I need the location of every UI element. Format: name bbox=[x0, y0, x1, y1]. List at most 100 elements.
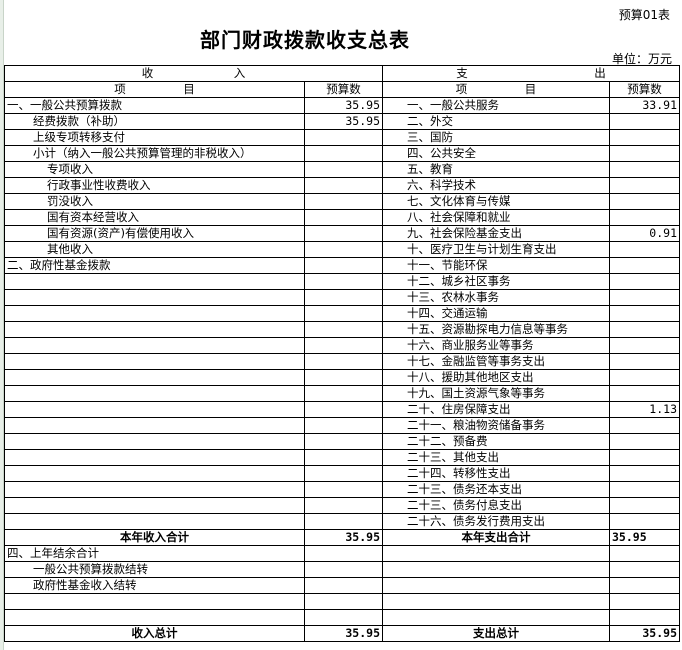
income-budget-cell[interactable] bbox=[304, 193, 383, 210]
income-budget-cell[interactable] bbox=[304, 241, 383, 258]
income-total-label[interactable]: 本年收入合计 bbox=[4, 529, 305, 546]
expense-item-cell[interactable]: 二十、住房保障支出 bbox=[382, 401, 610, 418]
expense-budget-cell[interactable] bbox=[609, 161, 680, 178]
income-item-cell[interactable]: 罚没收入 bbox=[4, 193, 305, 210]
expense-budget-cell[interactable]: 1.13 bbox=[609, 401, 680, 418]
expense-budget-cell[interactable] bbox=[609, 241, 680, 258]
income-item-cell[interactable] bbox=[4, 449, 305, 466]
income-item-cell[interactable]: 国有资源(资产)有偿使用收入 bbox=[4, 225, 305, 242]
income-item-cell[interactable]: 经费拨款（补助） bbox=[4, 113, 305, 130]
income-budget-cell[interactable] bbox=[304, 305, 383, 322]
income-budget-cell[interactable]: 35.95 bbox=[304, 97, 383, 114]
expense-item-cell[interactable]: 十一、节能环保 bbox=[382, 257, 610, 274]
expense-item-cell[interactable]: 十五、资源勘探电力信息等事务 bbox=[382, 321, 610, 338]
expense-budget-cell[interactable] bbox=[609, 481, 680, 498]
expense-item-cell[interactable]: 九、社会保险基金支出 bbox=[382, 225, 610, 242]
income-item-cell[interactable] bbox=[4, 417, 305, 434]
income-item-cell[interactable] bbox=[4, 481, 305, 498]
income-budget-cell[interactable] bbox=[304, 209, 383, 226]
expense-budget-cell[interactable] bbox=[609, 513, 680, 530]
income-budget-cell[interactable] bbox=[304, 433, 383, 450]
expense-budget-cell[interactable]: 0.91 bbox=[609, 225, 680, 242]
expense-total-value[interactable]: 35.95 bbox=[609, 529, 680, 546]
income-item-cell[interactable]: 二、政府性基金拨款 bbox=[4, 257, 305, 274]
expense-item-cell[interactable]: 二十三、债务付息支出 bbox=[382, 497, 610, 514]
expense-total-label[interactable]: 支出总计 bbox=[382, 625, 610, 642]
expense-budget-cell[interactable] bbox=[609, 177, 680, 194]
expense-budget-cell[interactable] bbox=[609, 449, 680, 466]
income-budget-cell[interactable] bbox=[304, 449, 383, 466]
income-item-cell[interactable] bbox=[4, 465, 305, 482]
income-budget-cell[interactable] bbox=[304, 497, 383, 514]
income-item-cell[interactable]: 国有资本经营收入 bbox=[4, 209, 305, 226]
expense-budget-cell[interactable]: 33.91 bbox=[609, 97, 680, 114]
income-item-cell[interactable] bbox=[4, 273, 305, 290]
expense-budget-cell[interactable] bbox=[609, 353, 680, 370]
income-item-cell[interactable]: 其他收入 bbox=[4, 241, 305, 258]
expense-budget-cell[interactable] bbox=[609, 273, 680, 290]
income-budget-cell[interactable] bbox=[304, 145, 383, 162]
expense-budget-cell[interactable] bbox=[609, 257, 680, 274]
expense-budget-cell[interactable] bbox=[609, 497, 680, 514]
expense-budget-cell[interactable] bbox=[609, 385, 680, 402]
income-budget-cell[interactable] bbox=[304, 385, 383, 402]
income-budget-cell[interactable] bbox=[304, 465, 383, 482]
expense-item-cell[interactable]: 十、医疗卫生与计划生育支出 bbox=[382, 241, 610, 258]
expense-item-cell[interactable]: 十四、交通运输 bbox=[382, 305, 610, 322]
income-budget-cell[interactable] bbox=[304, 593, 383, 610]
expense-item-cell[interactable]: 十八、援助其他地区支出 bbox=[382, 369, 610, 386]
expense-budget-cell[interactable] bbox=[609, 305, 680, 322]
income-item-cell[interactable] bbox=[4, 289, 305, 306]
income-budget-cell[interactable] bbox=[304, 561, 383, 578]
expense-budget-cell[interactable] bbox=[609, 145, 680, 162]
income-item-cell[interactable]: 专项收入 bbox=[4, 161, 305, 178]
expense-item-cell[interactable]: 十七、金融监管等事务支出 bbox=[382, 353, 610, 370]
expense-item-cell[interactable]: 二十一、粮油物资储备事务 bbox=[382, 417, 610, 434]
income-item-cell[interactable] bbox=[4, 593, 305, 610]
expense-item-cell[interactable] bbox=[382, 593, 610, 610]
income-budget-cell[interactable] bbox=[304, 257, 383, 274]
income-item-cell[interactable] bbox=[4, 385, 305, 402]
income-item-cell[interactable] bbox=[4, 321, 305, 338]
expense-budget-cell[interactable] bbox=[609, 193, 680, 210]
expense-budget-cell[interactable] bbox=[609, 465, 680, 482]
expense-budget-cell[interactable] bbox=[609, 433, 680, 450]
expense-budget-cell[interactable] bbox=[609, 321, 680, 338]
income-item-cell[interactable]: 上级专项转移支付 bbox=[4, 129, 305, 146]
income-budget-cell[interactable] bbox=[304, 513, 383, 530]
income-budget-cell[interactable] bbox=[304, 289, 383, 306]
expense-item-cell[interactable]: 七、文化体育与传媒 bbox=[382, 193, 610, 210]
income-total-value[interactable]: 35.95 bbox=[304, 529, 383, 546]
expense-item-cell[interactable]: 五、教育 bbox=[382, 161, 610, 178]
expense-item-cell[interactable]: 二十六、债务发行费用支出 bbox=[382, 513, 610, 530]
income-budget-cell[interactable] bbox=[304, 369, 383, 386]
income-total-value[interactable]: 35.95 bbox=[304, 625, 383, 642]
income-item-cell[interactable] bbox=[4, 609, 305, 626]
income-item-cell[interactable] bbox=[4, 401, 305, 418]
expense-item-cell[interactable]: 十二、城乡社区事务 bbox=[382, 273, 610, 290]
income-item-cell[interactable] bbox=[4, 433, 305, 450]
expense-budget-cell[interactable] bbox=[609, 609, 680, 626]
expense-budget-cell[interactable] bbox=[609, 577, 680, 594]
income-budget-cell[interactable] bbox=[304, 273, 383, 290]
expense-total-label[interactable]: 本年支出合计 bbox=[382, 529, 610, 546]
income-budget-cell[interactable] bbox=[304, 401, 383, 418]
income-item-cell[interactable] bbox=[4, 369, 305, 386]
expense-item-cell[interactable]: 六、科学技术 bbox=[382, 177, 610, 194]
income-budget-cell[interactable] bbox=[304, 609, 383, 626]
expense-budget-cell[interactable] bbox=[609, 337, 680, 354]
expense-item-cell[interactable]: 二十四、转移性支出 bbox=[382, 465, 610, 482]
income-item-cell[interactable] bbox=[4, 353, 305, 370]
income-total-label[interactable]: 收入总计 bbox=[4, 625, 305, 642]
expense-budget-cell[interactable] bbox=[609, 593, 680, 610]
expense-budget-cell[interactable] bbox=[609, 545, 680, 562]
expense-budget-cell[interactable] bbox=[609, 417, 680, 434]
income-budget-cell[interactable] bbox=[304, 337, 383, 354]
income-budget-cell[interactable] bbox=[304, 321, 383, 338]
expense-budget-cell[interactable] bbox=[609, 369, 680, 386]
income-budget-cell[interactable] bbox=[304, 161, 383, 178]
expense-budget-cell[interactable] bbox=[609, 129, 680, 146]
expense-item-cell[interactable]: 二十三、债务还本支出 bbox=[382, 481, 610, 498]
expense-budget-cell[interactable] bbox=[609, 289, 680, 306]
expense-item-cell[interactable] bbox=[382, 577, 610, 594]
